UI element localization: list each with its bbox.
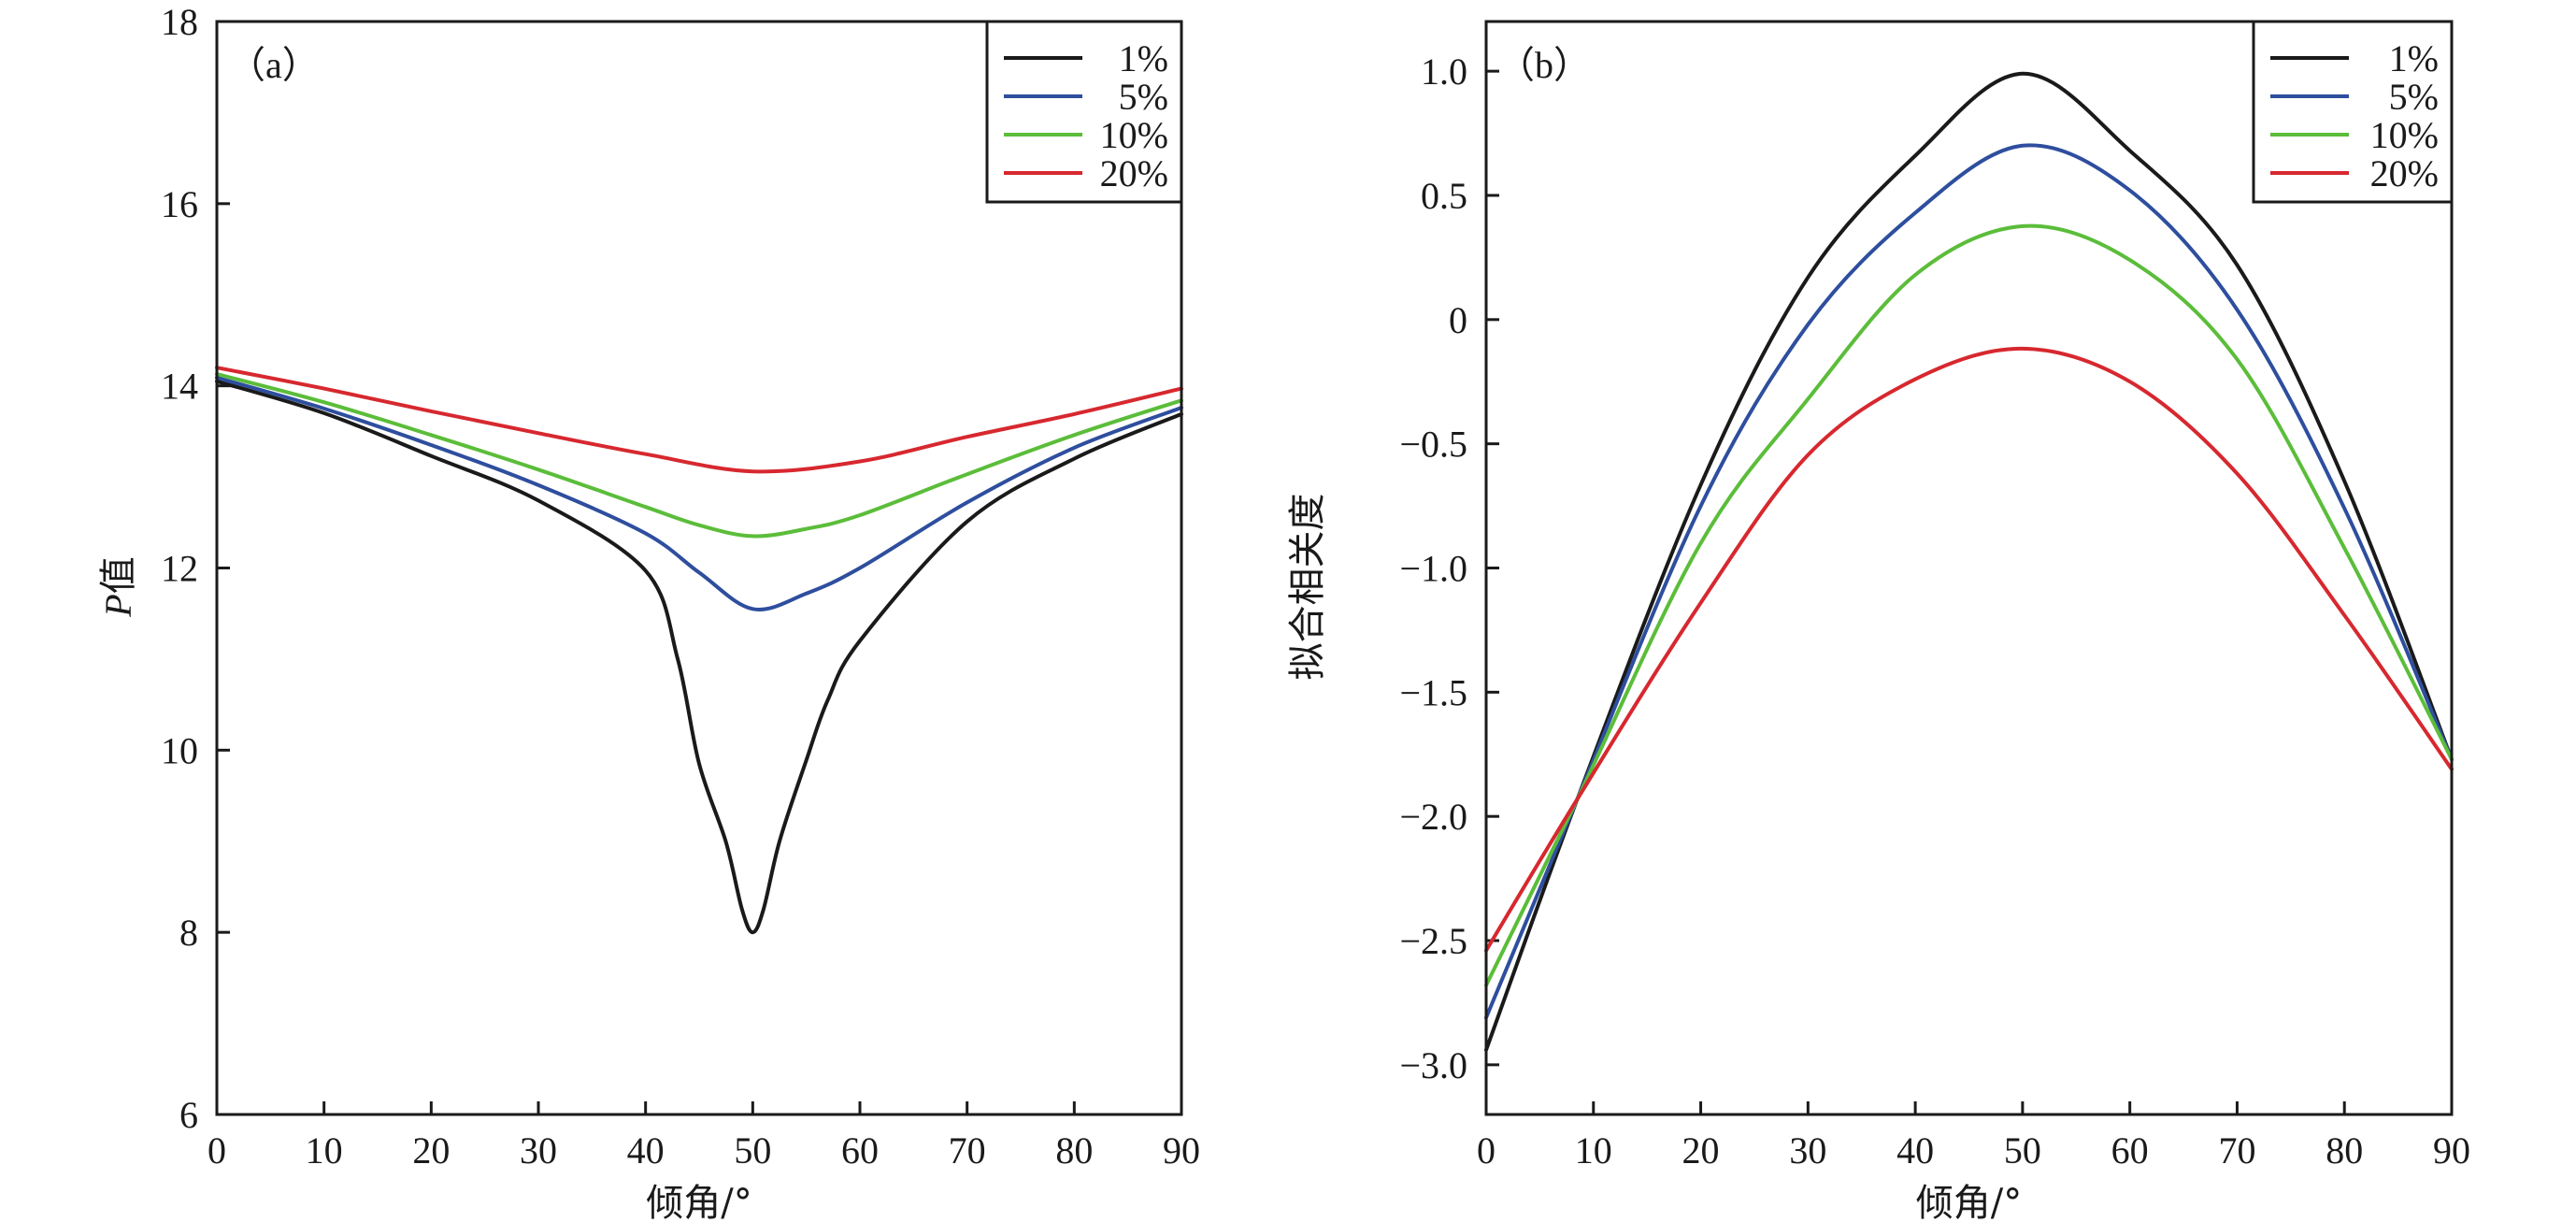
panel-b-x-tick-labels: 0 10 20 30 40 50 60 70 80 90 <box>1477 1129 2470 1172</box>
panel-a-plot-frame <box>215 20 1183 1116</box>
panel-b-x-tick-label: 80 <box>2326 1129 2363 1172</box>
panel-b-x-tick-label: 70 <box>2218 1129 2255 1172</box>
panel-a-p-value-chart: 0 10 20 30 40 50 60 70 80 90 6 8 10 12 14 16 18 （a） 倾角/… <box>97 1 1200 1222</box>
panel-b-label: （b） <box>1497 44 1591 86</box>
panel-b-y-tick-label: 0.5 <box>1421 175 1467 217</box>
panel-a-x-tick-label: 10 <box>306 1129 343 1172</box>
panel-b-x-tick-label: 50 <box>2004 1129 2041 1172</box>
panel-b-legend: 1%5%10%20% <box>2252 20 2454 204</box>
panel-a-x-tick-label: 40 <box>627 1129 665 1172</box>
panel-b-y-tick-label: −2.0 <box>1399 796 1467 838</box>
panel-a-legend-label: 10% <box>1100 114 1168 156</box>
panel-a-series-line-20pct <box>215 366 1183 474</box>
panel-b-x-tick-label: 40 <box>1896 1129 1934 1172</box>
panel-a-x-tick-label: 80 <box>1055 1129 1093 1172</box>
panel-a-y-tick-label: 16 <box>161 183 198 225</box>
panel-b-y-tick-label: −2.5 <box>1399 920 1467 962</box>
panel-a-series <box>215 366 1183 935</box>
panel-b-series <box>1484 71 2454 1052</box>
panel-a-x-tick-label: 90 <box>1163 1129 1200 1172</box>
panel-a-label: （a） <box>228 44 320 86</box>
panel-a-y-tick-label: 6 <box>179 1094 198 1136</box>
panel-a-y-tick-labels: 6 8 10 12 14 16 18 <box>161 1 198 1136</box>
panel-b-series-line-1pct <box>1484 71 2454 1052</box>
panel-a-x-tick-label: 50 <box>734 1129 771 1172</box>
panel-b-legend-label: 5% <box>2389 76 2439 118</box>
panel-a-x-tick-label: 0 <box>208 1129 226 1172</box>
panel-b-x-tick-label: 90 <box>2433 1129 2470 1172</box>
panel-b-y-tick-label: −0.5 <box>1399 424 1467 466</box>
panel-a-legend: 1%5%10%20% <box>985 20 1183 204</box>
panel-a-legend-label: 1% <box>1119 37 1168 79</box>
panel-a-y-tick-label: 12 <box>161 548 198 590</box>
panel-b-series-line-5pct <box>1484 143 2454 1020</box>
panel-a-y-axis-title: P值 <box>97 556 140 617</box>
panel-b-x-tick-label: 20 <box>1682 1129 1720 1172</box>
panel-a-y-tick-label: 14 <box>161 366 198 408</box>
panel-b-legend-label: 20% <box>2370 152 2439 194</box>
panel-b-series-line-20pct <box>1484 346 2454 953</box>
panel-b-y-tick-label: −3.0 <box>1399 1044 1467 1086</box>
panel-b-x-tick-label: 30 <box>1789 1129 1826 1172</box>
panel-a-y-axis-title-italic: P <box>97 594 139 617</box>
panel-a-x-tick-labels: 0 10 20 30 40 50 60 70 80 90 <box>208 1129 1200 1172</box>
panel-a-x-tick-label: 30 <box>520 1129 557 1172</box>
panel-a-y-axis-title-rest: 值 <box>97 556 140 594</box>
panel-a-y-tick-label: 10 <box>161 729 198 771</box>
panel-b-legend-label: 10% <box>2370 114 2439 156</box>
panel-b-x-tick-label: 10 <box>1575 1129 1612 1172</box>
panel-a-x-axis-title: 倾角/° <box>646 1182 751 1222</box>
panel-b-fit-correlation-chart: 0 10 20 30 40 50 60 70 80 90 1.0 0.5 0 −0.5 −1.0 −1.5 −… <box>1286 20 2470 1222</box>
panel-b-x-tick-label: 0 <box>1477 1129 1496 1172</box>
panel-b-y-axis-title: 拟合相关度 <box>1286 494 1329 681</box>
panel-a-y-tick-label: 8 <box>179 912 198 954</box>
panel-a-legend-label: 5% <box>1119 76 1168 118</box>
panel-a-x-tick-label: 60 <box>841 1129 879 1172</box>
panel-b-x-tick-label: 60 <box>2111 1129 2149 1172</box>
panel-a-legend-label: 20% <box>1100 152 1168 194</box>
panel-b-y-tick-label: −1.5 <box>1399 671 1467 713</box>
panel-b-y-tick-labels: 1.0 0.5 0 −0.5 −1.0 −1.5 −2.0 −2.5 −3.0 <box>1399 50 1467 1086</box>
panel-a-x-tick-label: 20 <box>412 1129 450 1172</box>
panel-b-y-tick-label: 0 <box>1449 299 1467 341</box>
panel-b-y-tick-label: −1.0 <box>1399 548 1467 590</box>
panel-b-legend-label: 1% <box>2389 37 2439 79</box>
panel-a-x-tick-label: 70 <box>949 1129 986 1172</box>
panel-b-x-axis-title: 倾角/° <box>1916 1182 2022 1222</box>
panel-a-series-line-10pct <box>215 372 1183 539</box>
panel-b-ticks <box>1484 69 2454 1114</box>
panel-a-series-line-1pct <box>215 379 1183 935</box>
panel-b-plot-frame <box>1484 20 2454 1116</box>
panel-a-y-tick-label: 18 <box>161 1 198 43</box>
panel-b-y-tick-label: 1.0 <box>1421 50 1467 93</box>
panel-b-series-line-10pct <box>1484 223 2454 987</box>
panel-a-series-line-5pct <box>215 375 1183 611</box>
